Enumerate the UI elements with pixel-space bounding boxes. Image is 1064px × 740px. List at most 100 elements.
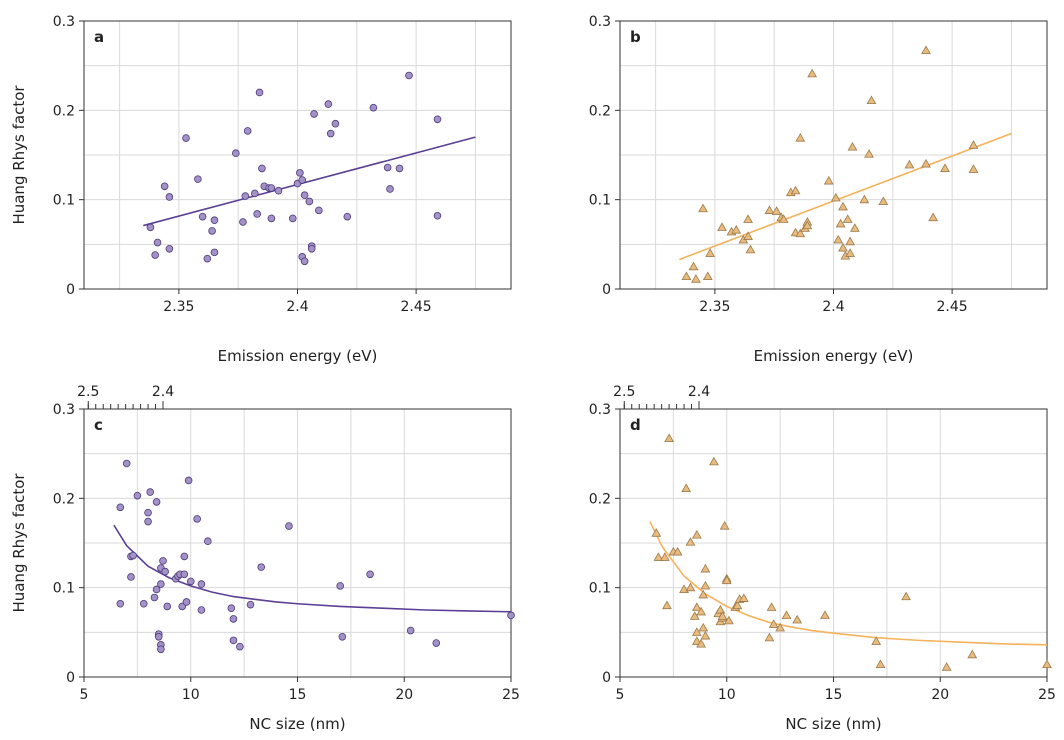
x-axis-title: Emission energy (eV) [754,347,914,365]
data-point [700,630,711,640]
data-point [820,610,830,619]
data-point [878,196,889,206]
data-point [267,184,276,192]
data-point [182,598,191,606]
data-point [864,149,874,158]
data-point [288,214,297,223]
points-c [116,459,515,654]
data-point [838,201,848,211]
top-energy-axis: 2.5 2.4 [77,384,174,409]
y-tick-label: 0.2 [589,103,611,119]
data-point [160,182,169,191]
data-point [849,223,860,232]
data-point [406,626,415,635]
data-point [274,186,283,195]
fit-line-c [113,524,511,613]
y-tick-label: 0 [66,670,75,686]
data-point [691,627,702,636]
data-point [904,159,915,169]
data-point [227,604,236,613]
data-point [300,191,309,200]
data-point [968,140,979,149]
data-point [153,238,162,247]
data-point [696,606,707,616]
data-point [685,537,696,546]
data-point [246,600,255,609]
top-tick-label: 2.5 [77,384,99,400]
data-point [157,580,165,588]
data-point [210,248,219,257]
points-d [651,433,1052,671]
data-point [154,632,163,641]
data-point [157,645,165,654]
data-point [210,216,219,225]
y-tick-label: 0.1 [589,193,611,209]
data-point [700,563,711,573]
data-point [229,636,238,645]
panel-letter: c [94,416,103,434]
data-point [688,261,699,271]
data-point [204,537,212,546]
data-point [771,206,782,215]
x-tick-label: 20 [395,687,413,703]
data-point [150,593,159,602]
fit-line-b [679,132,1012,261]
grid-panel-a [84,21,511,289]
data-point [146,223,155,232]
data-point [802,220,813,230]
data-point [940,163,950,172]
data-point [507,611,515,620]
x-tick-label: 2.35 [699,299,730,315]
data-point [331,119,340,128]
data-point [689,611,700,620]
x-tick-label: 15 [825,687,843,703]
panel-letter: b [630,28,641,46]
y-tick-label: 0 [602,282,611,298]
data-point [768,619,779,628]
data-point [300,257,309,266]
data-point [144,517,152,526]
top-energy-axis: 2.5 2.4 [613,384,710,409]
grid-panel-d [620,409,1047,677]
data-point [257,563,266,571]
y-axis-title: Huang Rhys factor [10,85,28,225]
data-point [239,218,247,226]
data-point [833,234,844,244]
data-point [305,197,314,206]
data-point [267,214,276,223]
data-point [967,649,978,659]
data-point [241,192,250,200]
points-a [146,71,442,266]
data-point [968,164,979,173]
data-point [122,459,131,468]
x-tick-label: 5 [616,687,625,703]
data-point [871,636,882,645]
top-tick-label: 2.5 [613,384,635,400]
data-point [139,599,148,608]
data-point [285,522,293,530]
data-point [232,149,240,158]
data-point [151,251,159,259]
data-point [338,632,347,641]
data-point [383,163,392,172]
data-point [921,45,931,55]
y-tick-label: 0.3 [589,14,611,30]
x-tick-label: 25 [502,687,520,703]
data-point [764,632,775,642]
data-point [792,614,803,624]
data-point [685,582,696,592]
data-point [743,231,753,240]
data-point [152,498,161,506]
data-point [717,222,727,231]
panel-letter: a [94,28,104,46]
data-point [203,254,212,263]
points-b [681,45,979,283]
x-axis-title: NC size (nm) [785,715,881,733]
data-point [116,503,125,512]
data-point [405,71,413,80]
data-point [336,582,345,590]
data-point [921,158,931,168]
data-point [432,639,441,647]
y-tick-label: 0.2 [53,491,75,507]
